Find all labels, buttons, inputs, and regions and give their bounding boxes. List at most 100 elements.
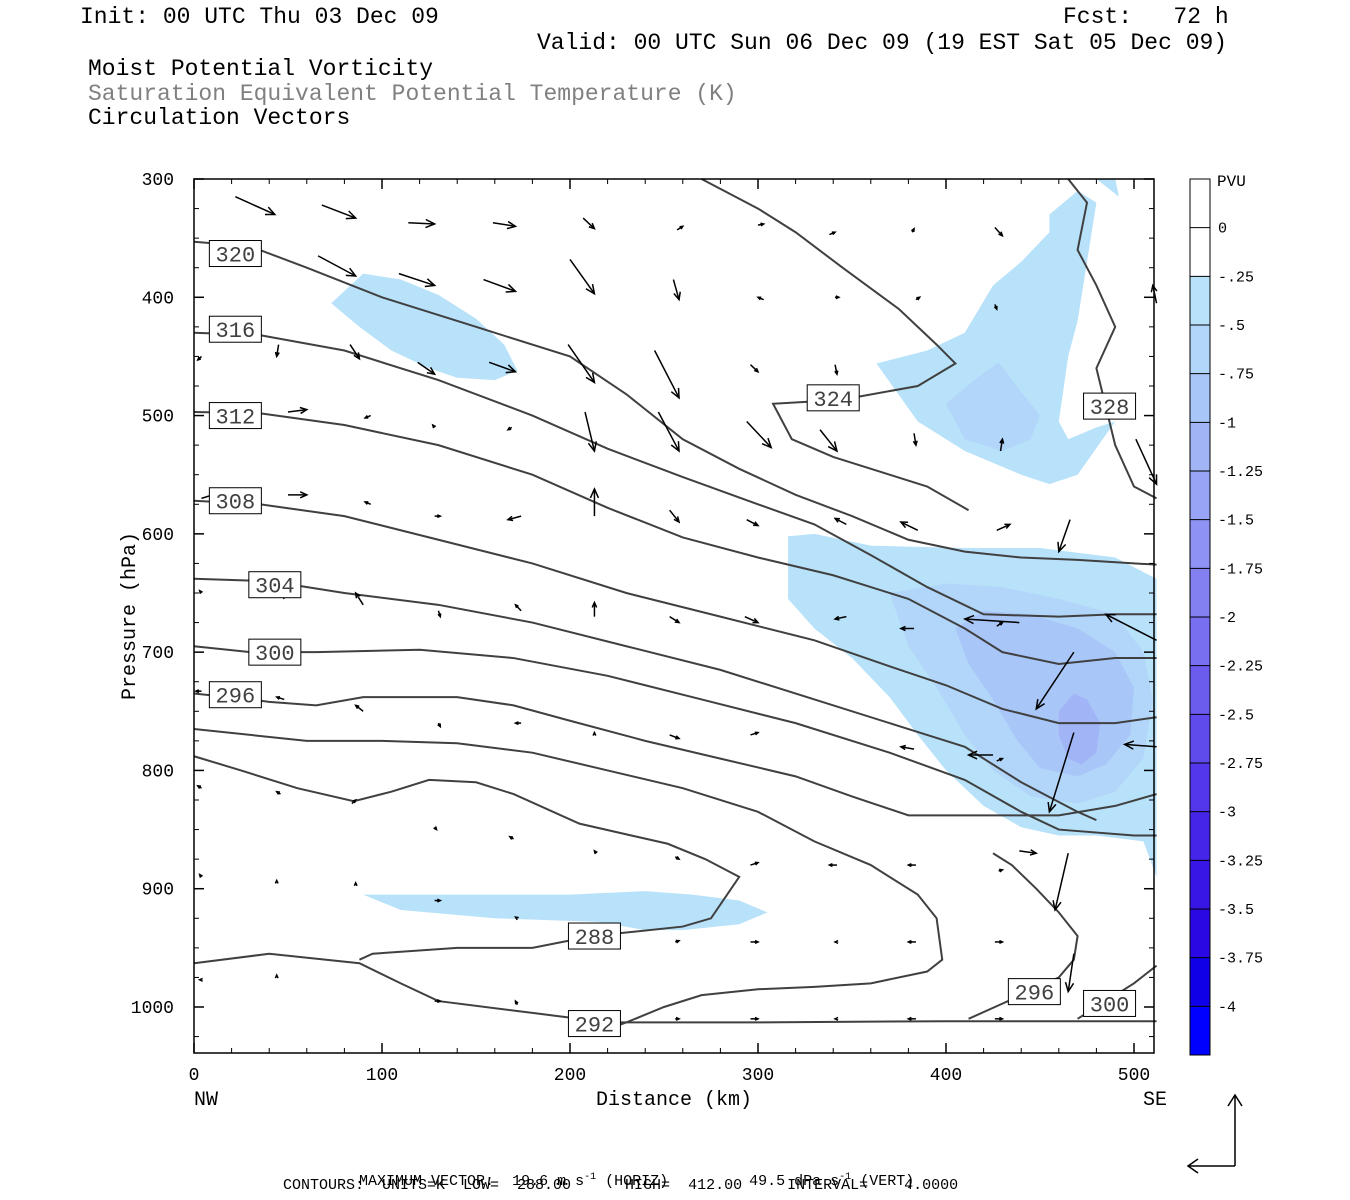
contour-label: 308: [216, 491, 256, 516]
circulation-vector: [833, 939, 839, 944]
colorbar-level-label: -.5: [1218, 318, 1245, 335]
circulation-vector: [750, 731, 760, 736]
contour-label: 296: [216, 685, 256, 710]
colorbar-swatch: [1190, 227, 1210, 277]
pv-colorbar: 0 -.25 -.5 -.75 -1 -1.25 -1.5 -1.75 -2 -2.25 -2.5 -…: [1189, 178, 1263, 1056]
circulation-vector: [567, 344, 596, 384]
circulation-vector: [492, 220, 518, 230]
circulation-vector: [354, 704, 364, 712]
circulation-vector: [669, 734, 681, 740]
contour-label-box: [1083, 392, 1137, 420]
circulation-vector: [513, 916, 519, 921]
circulation-vector: [834, 364, 839, 376]
circulation-vector: [999, 437, 1005, 452]
colorbar-level-label: -2.75: [1218, 756, 1263, 773]
theta-contour: [193, 728, 944, 1034]
circulation-vector: [1052, 853, 1069, 912]
circulation-vector: [483, 278, 518, 293]
circulation-vector: [675, 1016, 681, 1021]
circulation-vector: [198, 589, 203, 595]
circulation-vector: [996, 621, 1004, 627]
circulation-vector: [321, 204, 358, 220]
colorbar-swatch: [1190, 860, 1210, 909]
colorbar-title: PVU: [1217, 173, 1246, 191]
circulation-vector: [508, 835, 514, 840]
circulation-vector: [819, 429, 839, 453]
pv-region: [1096, 179, 1119, 197]
theta-contour: [193, 240, 1157, 566]
y-tick-label: 900: [142, 881, 174, 901]
circulation-vector: [437, 610, 442, 619]
circulation-vector: [750, 861, 760, 866]
contour-label-box: [208, 681, 262, 709]
colorbar-swatch: [1190, 519, 1210, 569]
max-vector-label: MAXIMUM VECTOR:: [359, 1173, 495, 1190]
circulation-vector: [317, 255, 358, 277]
circulation-vector: [354, 591, 364, 606]
circulation-vector: [669, 616, 681, 624]
contour-label: 292: [575, 1014, 615, 1039]
theta-contour: [193, 499, 1157, 725]
theta-contour: [193, 331, 1157, 618]
y-axis-label: Pressure (hPa): [119, 532, 142, 700]
circulation-vector: [592, 730, 597, 736]
circulation-vector: [349, 344, 361, 361]
colorbar-level-label: -4: [1218, 999, 1236, 1016]
theta-contour: [701, 178, 970, 512]
circulation-vector: [434, 514, 443, 519]
circulation-vector: [1135, 438, 1158, 486]
colorbar-level-label: -2.5: [1218, 707, 1254, 724]
y-tick-label: 700: [142, 644, 174, 664]
colorbar-swatch: [1190, 957, 1210, 1007]
x-tick-label: 400: [930, 1066, 962, 1086]
pv-region: [363, 891, 768, 931]
circulation-vector: [288, 491, 309, 499]
theta-contour: [193, 411, 1157, 665]
horiz-unit-exponent: -1: [584, 1172, 597, 1183]
circulation-vector: [835, 295, 841, 300]
pv-region: [331, 273, 518, 381]
colorbar-swatch: [1190, 617, 1210, 666]
title-moist-pv: Moist Potential Vorticity: [88, 56, 434, 82]
circulation-vector: [996, 757, 1005, 762]
colorbar-level-label: -3.75: [1218, 951, 1263, 968]
x-end-label-se: SE: [1143, 1089, 1167, 1112]
contour-label-box: [806, 384, 860, 412]
contour-label-box: [1007, 978, 1061, 1006]
x-tick-label: 300: [742, 1066, 774, 1086]
circulation-vector: [584, 411, 598, 453]
circulation-vector: [274, 878, 279, 884]
circulation-vector: [506, 426, 513, 431]
contour-label-box: [1083, 989, 1137, 1017]
vert-unit-exponent: -1: [839, 1172, 852, 1183]
circulation-vector: [829, 231, 837, 236]
colorbar-swatch: [1190, 1006, 1210, 1055]
max-vector-line: MAXIMUM VECTOR: 19.6 m s-1 (HORIZ) 49.5 …: [341, 1158, 914, 1190]
theta-contour: [1067, 178, 1158, 500]
y-tick-label: 800: [142, 762, 174, 782]
contour-labels: 288 292 296 296 300 300 304 308 312 316 320 324 328: [208, 240, 1137, 1039]
y-tick-label: 300: [142, 171, 174, 191]
circulation-vector: [906, 1016, 916, 1021]
x-axis-label: Distance (km): [596, 1089, 752, 1112]
circulation-vector: [749, 364, 760, 374]
circulation-vector: [912, 433, 918, 447]
colorbar-swatch: [1190, 422, 1210, 471]
pv-region: [876, 190, 1116, 485]
theta-contour: [193, 692, 1157, 817]
contour-label: 288: [575, 926, 615, 951]
circulation-vector: [833, 615, 847, 621]
circulation-vector: [833, 517, 847, 526]
pv-region: [946, 362, 1040, 452]
y-tick-label: 500: [142, 408, 174, 428]
horiz-unit-suffix: (HORIZ): [605, 1173, 669, 1190]
circulation-vector: [906, 939, 916, 944]
circulation-vector: [398, 272, 437, 288]
circulation-vector: [996, 523, 1012, 531]
y-tick-label: 600: [142, 526, 174, 546]
circulation-vector: [746, 420, 773, 449]
circulation-vector: [287, 406, 309, 415]
contour-label: 328: [1090, 396, 1130, 421]
circulation-vector: [675, 939, 681, 944]
circulation-vector: [994, 226, 1004, 238]
